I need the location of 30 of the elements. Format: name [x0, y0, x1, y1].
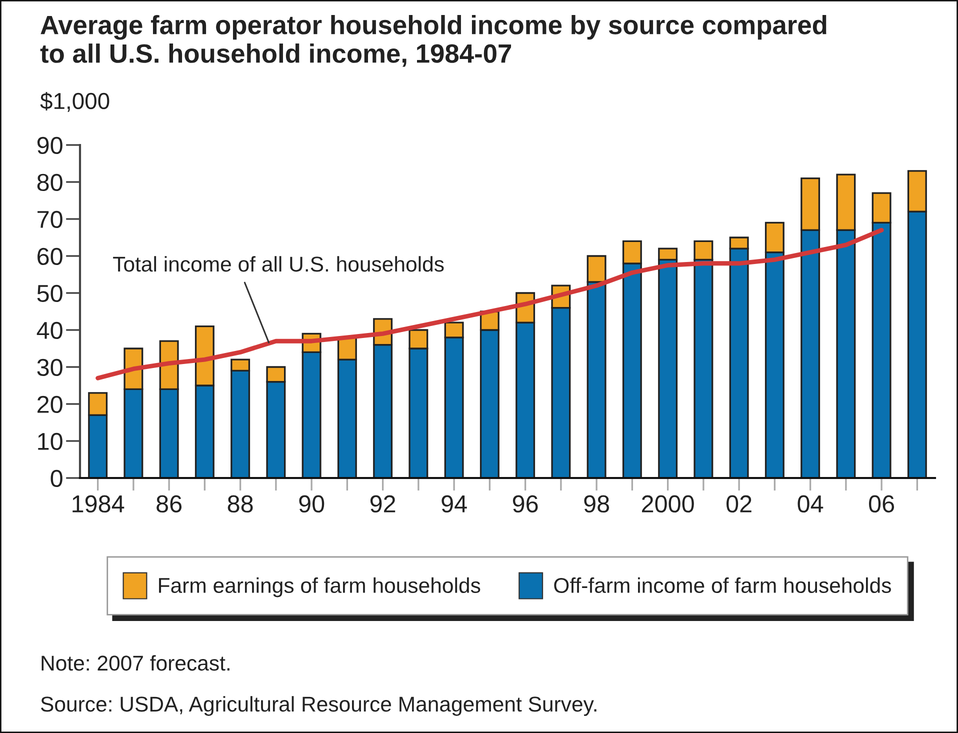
x-tick-label: 04 — [798, 495, 824, 513]
y-tick-label: 20 — [38, 396, 62, 414]
annotation: Total income of all U.S. households — [113, 256, 444, 272]
x-tick-label: 94 — [442, 495, 467, 513]
source-note: Source: USDA, Agricultural Resource Management Survey. — [40, 696, 596, 716]
y-tick-label: 80 — [37, 174, 62, 192]
y-tick-label: 30 — [37, 358, 62, 376]
x-tick-label: 2000 — [642, 495, 694, 513]
x-tick-label: 90 — [299, 495, 324, 513]
text: Note: 2007 forecast. — [42, 655, 230, 671]
x-tick-label: 06 — [868, 495, 894, 513]
y-tick-label: 70 — [38, 210, 62, 228]
x-tick-label: 1984 — [72, 495, 124, 513]
x-tick-label: 02 — [726, 495, 752, 513]
legend-label: Farm earnings of farm households — [159, 577, 480, 598]
chart-title: Average farm operator household income by source compared to all U.S. household income, 1984-07 — [40, 15, 826, 67]
y-tick-label: 60 — [38, 248, 62, 266]
x-tick-label: 98 — [584, 495, 610, 513]
x-tick-label: 92 — [370, 495, 396, 513]
x-tick-label: 88 — [228, 495, 253, 513]
x-tick-label: 96 — [512, 495, 538, 513]
y-axis-title: $1,000 — [40, 92, 110, 112]
y-tick-label: 50 — [37, 284, 62, 302]
y-tick-label: 10 — [38, 432, 62, 450]
y-tick-label: 40 — [36, 322, 62, 340]
y-tick-label: 0 — [50, 470, 62, 488]
x-tick-label: 86 — [156, 495, 182, 513]
legend-label: Off-farm income of farm households — [554, 577, 891, 594]
line-series — [96, 228, 884, 380]
y-tick-label: 90 — [37, 136, 62, 154]
